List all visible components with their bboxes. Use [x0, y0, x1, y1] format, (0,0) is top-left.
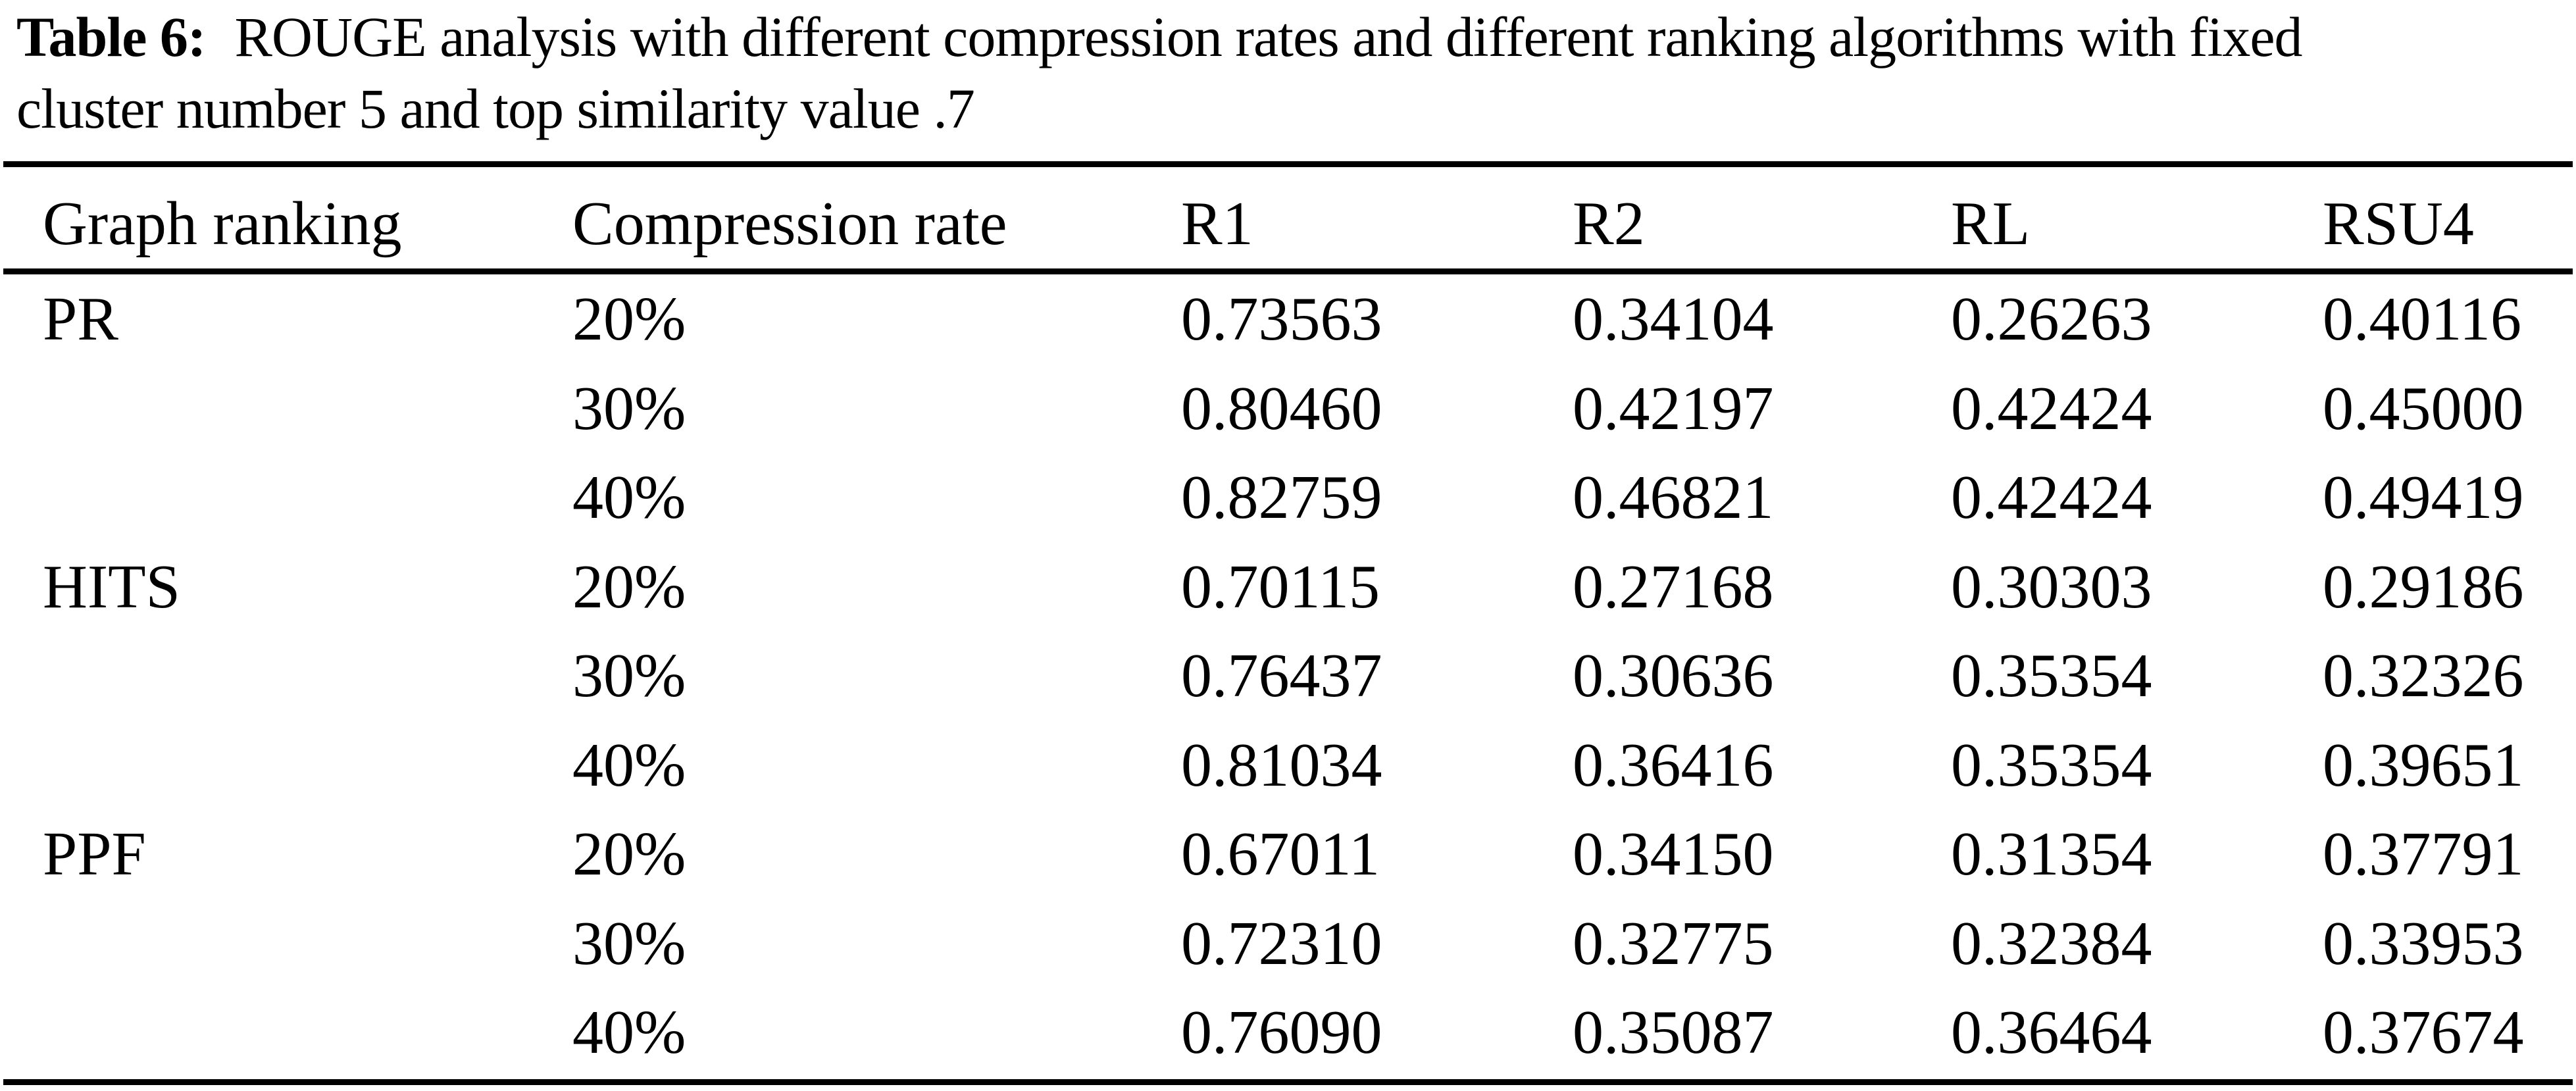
- table-row: 40% 0.76090 0.35087 0.36464 0.37674: [43, 1002, 2560, 1091]
- cell-graph-ranking: PPF: [43, 820, 146, 888]
- cell-rsu4: 0.32326: [2323, 642, 2524, 710]
- cell-graph-ranking: [43, 1002, 572, 1091]
- cell-compression-rate: 40%: [572, 463, 686, 532]
- column-header-r2: R2: [1573, 190, 1645, 258]
- table-row: 30% 0.72310 0.32775 0.32384 0.33953: [43, 913, 2560, 1002]
- cell-r2: 0.36416: [1573, 730, 1774, 799]
- cell-rl: 0.35354: [1951, 642, 2152, 710]
- cell-rl: 0.26263: [1951, 285, 2152, 353]
- cell-compression-rate: 40%: [572, 730, 686, 799]
- cell-rsu4: 0.37791: [2323, 820, 2524, 888]
- table-bottom-rule: [3, 1079, 2573, 1085]
- cell-compression-rate: 20%: [572, 552, 686, 621]
- cell-r1: 0.70115: [1181, 552, 1380, 621]
- cell-r2: 0.46821: [1573, 463, 1774, 532]
- cell-r1: 0.82759: [1181, 463, 1382, 532]
- cell-rl: 0.31354: [1951, 820, 2152, 888]
- cell-rsu4: 0.33953: [2323, 909, 2524, 978]
- cell-graph-ranking: [43, 645, 572, 734]
- cell-r1: 0.81034: [1181, 730, 1382, 799]
- table-caption: Table 6: ROUGE analysis with different co…: [16, 1, 2572, 145]
- cell-rsu4: 0.39651: [2323, 730, 2524, 799]
- cell-r1: 0.72310: [1181, 909, 1382, 978]
- cell-compression-rate: 30%: [572, 374, 686, 443]
- table-caption-text-line1: ROUGE analysis with different compressio…: [234, 5, 2303, 68]
- cell-rl: 0.42424: [1951, 374, 2152, 443]
- cell-compression-rate: 30%: [572, 909, 686, 978]
- table-row: 40% 0.82759 0.46821 0.42424 0.49419: [43, 467, 2560, 556]
- table-caption-line1: Table 6: ROUGE analysis with different co…: [16, 1, 2572, 73]
- table-caption-text-line2: cluster number 5 and top similarity valu…: [16, 77, 975, 140]
- cell-r2: 0.27168: [1573, 552, 1774, 621]
- cell-graph-ranking: [43, 734, 572, 824]
- cell-r1: 0.80460: [1181, 374, 1382, 443]
- table-row: 30% 0.76437 0.30636 0.35354 0.32326: [43, 645, 2560, 734]
- cell-graph-ranking: [43, 378, 572, 467]
- column-header-compression-rate: Compression rate: [572, 190, 1007, 258]
- cell-rl: 0.42424: [1951, 463, 2152, 532]
- column-header-r1: R1: [1181, 190, 1253, 258]
- cell-rsu4: 0.37674: [2323, 998, 2524, 1067]
- cell-compression-rate: 40%: [572, 998, 686, 1067]
- cell-rsu4: 0.40116: [2323, 285, 2522, 353]
- cell-r2: 0.34150: [1573, 820, 1774, 888]
- cell-rsu4: 0.29186: [2323, 552, 2524, 621]
- column-header-rsu4: RSU4: [2323, 190, 2474, 258]
- cell-graph-ranking: [43, 467, 572, 556]
- column-header-rl: RL: [1951, 190, 2031, 258]
- cell-graph-ranking: [43, 913, 572, 1002]
- cell-compression-rate: 20%: [572, 820, 686, 888]
- table-header-row: Graph ranking Compression rate R1 R2 RL …: [43, 193, 2560, 255]
- cell-r2: 0.32775: [1573, 909, 1774, 978]
- cell-rl: 0.35354: [1951, 730, 2152, 799]
- cell-r2: 0.30636: [1573, 642, 1774, 710]
- table-row: HITS 20% 0.70115 0.27168 0.30303 0.29186: [43, 556, 2560, 646]
- cell-rl: 0.36464: [1951, 998, 2152, 1067]
- table-row: PPF 20% 0.67011 0.34150 0.31354 0.37791: [43, 823, 2560, 913]
- table-row: PR 20% 0.73563 0.34104 0.26263 0.40116: [43, 288, 2560, 378]
- cell-rsu4: 0.45000: [2323, 374, 2524, 443]
- table-top-rule: [3, 161, 2573, 167]
- cell-r2: 0.34104: [1573, 285, 1774, 353]
- cell-rl: 0.30303: [1951, 552, 2152, 621]
- cell-rsu4: 0.49419: [2323, 463, 2524, 532]
- cell-rl: 0.32384: [1951, 909, 2152, 978]
- cell-r2: 0.42197: [1573, 374, 1774, 443]
- column-header-graph-ranking: Graph ranking: [43, 190, 402, 258]
- cell-r1: 0.76437: [1181, 642, 1382, 710]
- cell-compression-rate: 30%: [572, 642, 686, 710]
- table-row: 40% 0.81034 0.36416 0.35354 0.39651: [43, 734, 2560, 824]
- table-header-rule: [3, 268, 2573, 274]
- cell-graph-ranking: HITS: [43, 552, 180, 621]
- cell-compression-rate: 20%: [572, 285, 686, 353]
- cell-r1: 0.76090: [1181, 998, 1382, 1067]
- table-caption-label: Table 6:: [16, 5, 206, 68]
- cell-r1: 0.73563: [1181, 285, 1382, 353]
- cell-graph-ranking: PR: [43, 285, 118, 353]
- cell-r2: 0.35087: [1573, 998, 1774, 1067]
- table-row: 30% 0.80460 0.42197 0.42424 0.45000: [43, 378, 2560, 467]
- table-body: PR 20% 0.73563 0.34104 0.26263 0.40116 3…: [43, 288, 2560, 1091]
- cell-r1: 0.67011: [1181, 820, 1380, 888]
